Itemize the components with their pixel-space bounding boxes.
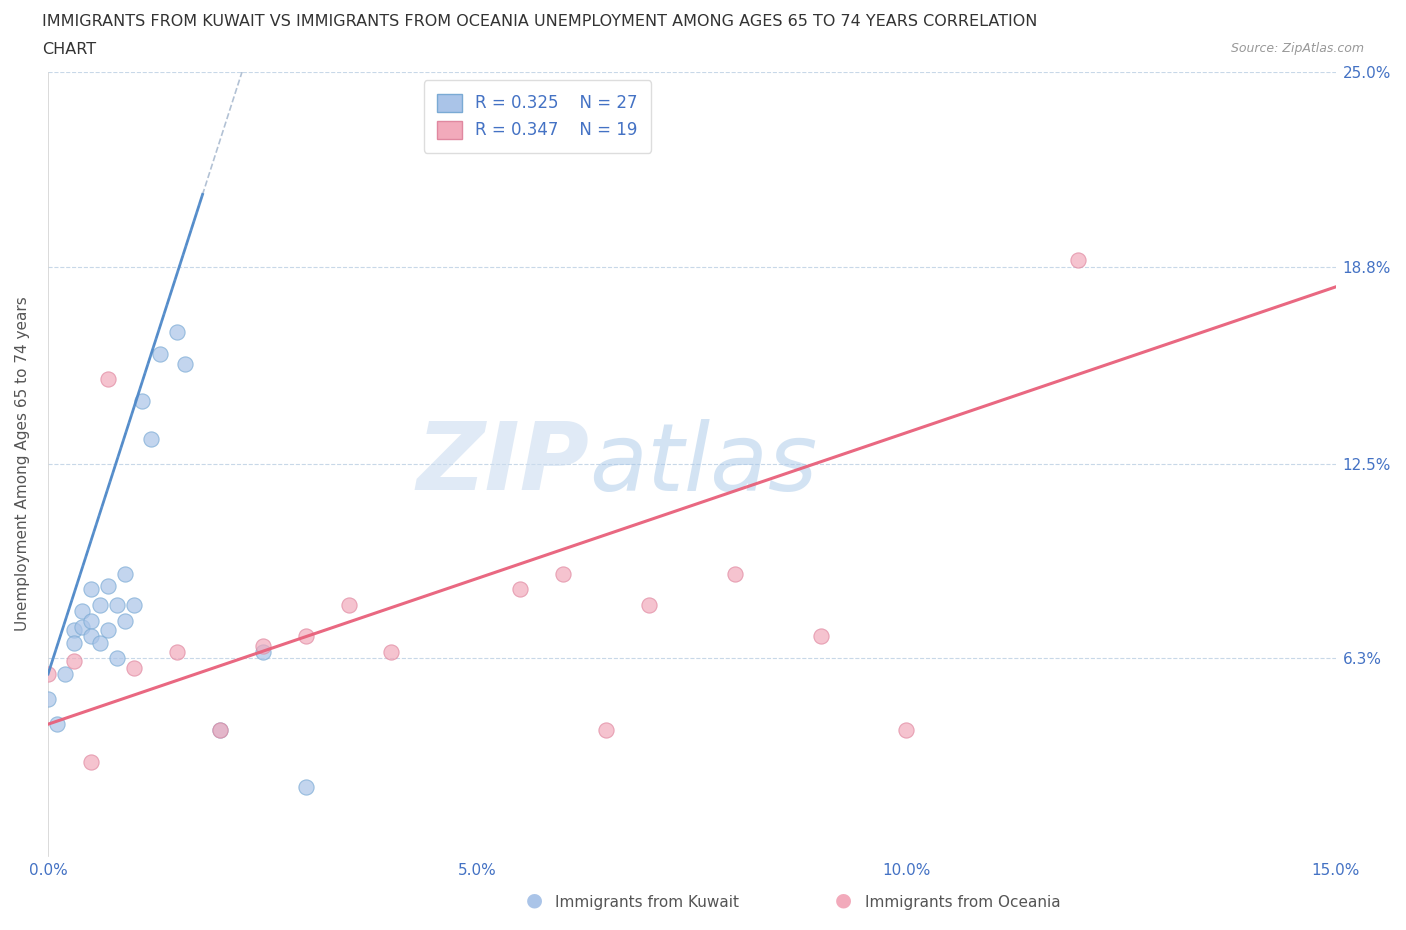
Point <box>638 598 661 613</box>
Point <box>72 619 94 634</box>
Point <box>595 723 617 737</box>
Point <box>122 660 145 675</box>
Point <box>149 347 172 362</box>
Point <box>380 644 402 659</box>
Point <box>97 372 120 387</box>
Text: IMMIGRANTS FROM KUWAIT VS IMMIGRANTS FROM OCEANIA UNEMPLOYMENT AMONG AGES 65 TO : IMMIGRANTS FROM KUWAIT VS IMMIGRANTS FRO… <box>42 14 1038 29</box>
Point <box>62 654 84 669</box>
Text: ●: ● <box>835 891 852 910</box>
Y-axis label: Unemployment Among Ages 65 to 74 years: Unemployment Among Ages 65 to 74 years <box>15 297 30 631</box>
Point <box>80 629 103 644</box>
Point <box>105 598 128 613</box>
Legend: R = 0.325    N = 27, R = 0.347    N = 19: R = 0.325 N = 27, R = 0.347 N = 19 <box>423 81 651 153</box>
Point <box>97 623 120 638</box>
Point <box>174 356 197 371</box>
Text: Immigrants from Kuwait: Immigrants from Kuwait <box>555 895 740 910</box>
Point <box>252 644 274 659</box>
Point <box>1067 253 1090 268</box>
Text: Source: ZipAtlas.com: Source: ZipAtlas.com <box>1230 42 1364 55</box>
Point <box>166 325 188 339</box>
Point <box>252 638 274 653</box>
Point <box>131 394 153 409</box>
Point <box>724 566 747 581</box>
Point <box>53 667 76 682</box>
Point <box>139 432 162 446</box>
Point <box>62 635 84 650</box>
Point <box>122 598 145 613</box>
Point <box>509 582 531 597</box>
Point <box>37 692 59 707</box>
Text: ●: ● <box>526 891 543 910</box>
Point <box>294 779 316 794</box>
Point <box>97 578 120 593</box>
Point <box>80 613 103 628</box>
Point <box>105 651 128 666</box>
Point <box>89 635 111 650</box>
Point <box>114 566 136 581</box>
Point <box>810 629 832 644</box>
Point <box>553 566 575 581</box>
Point <box>45 717 67 732</box>
Point <box>208 723 231 737</box>
Point <box>37 667 59 682</box>
Text: ZIP: ZIP <box>416 418 589 510</box>
Point <box>80 754 103 769</box>
Point <box>208 723 231 737</box>
Text: Immigrants from Oceania: Immigrants from Oceania <box>865 895 1060 910</box>
Point <box>114 613 136 628</box>
Point <box>72 604 94 618</box>
Text: atlas: atlas <box>589 418 817 510</box>
Point <box>337 598 360 613</box>
Point <box>89 598 111 613</box>
Point <box>294 629 316 644</box>
Point <box>62 623 84 638</box>
Text: CHART: CHART <box>42 42 96 57</box>
Point <box>166 644 188 659</box>
Point <box>896 723 918 737</box>
Point <box>80 582 103 597</box>
